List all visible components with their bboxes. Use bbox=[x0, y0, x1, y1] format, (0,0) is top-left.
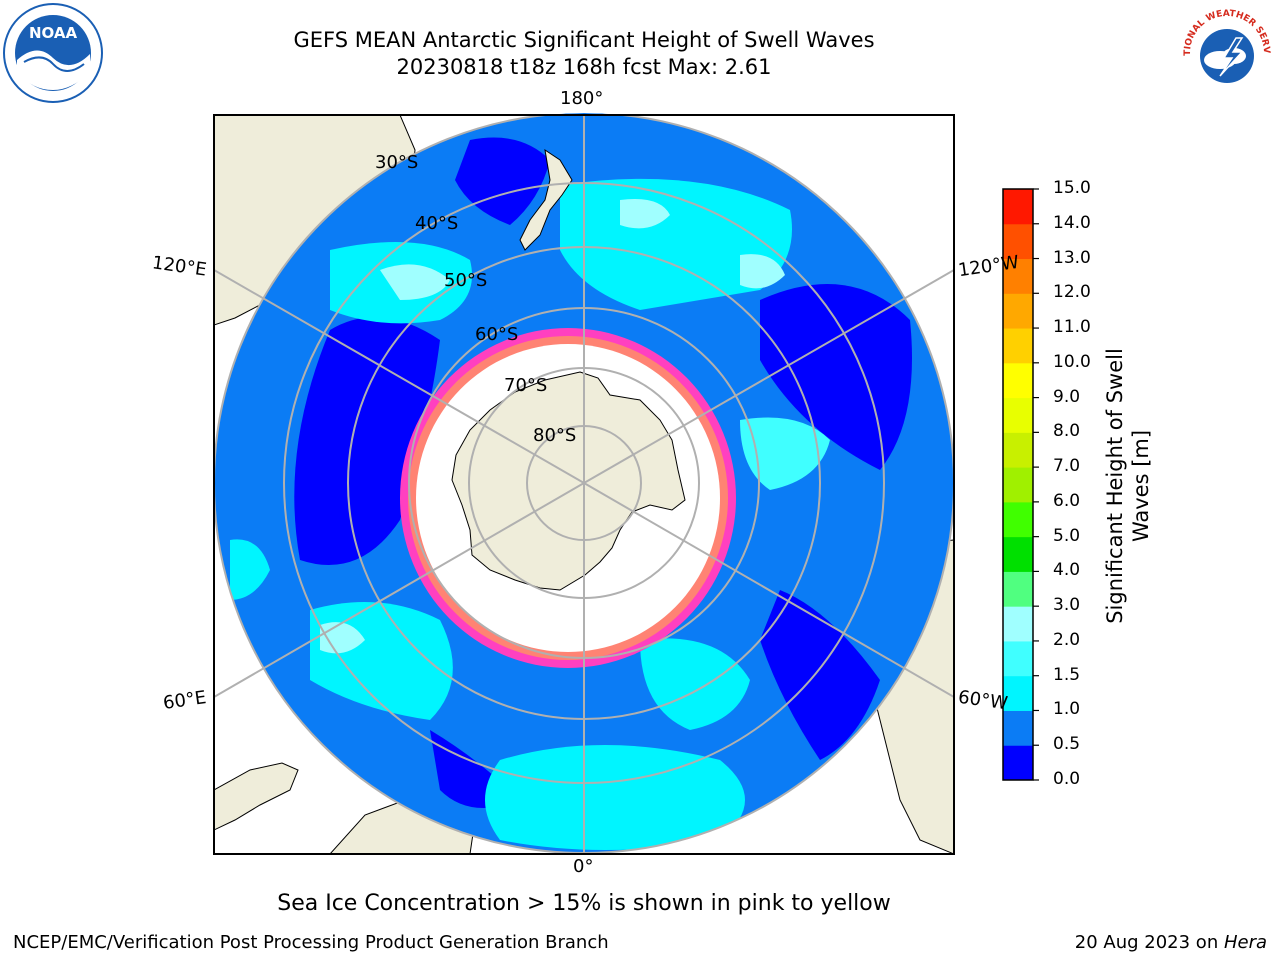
colorbar-swatches bbox=[1003, 189, 1033, 781]
colorbar-swatch bbox=[1003, 640, 1033, 677]
footer-date: 20 Aug 2023 on Hera bbox=[1075, 932, 1267, 953]
colorbar-swatch bbox=[1003, 258, 1033, 294]
colorbar-tick-label: 9.0 bbox=[1053, 386, 1081, 407]
colorbar-swatch bbox=[1003, 223, 1033, 260]
colorbar-label-line2: Waves [m] bbox=[1129, 429, 1153, 543]
colorbar-tick-label: 3.0 bbox=[1053, 595, 1081, 616]
colorbar-tick-label: 14.0 bbox=[1053, 212, 1091, 233]
lat-label-40s: 40°S bbox=[415, 213, 459, 234]
colorbar-label-line1: Significant Height of Swell bbox=[1103, 348, 1127, 624]
colorbar-swatch bbox=[1003, 675, 1033, 711]
lon-label-0: 0° bbox=[573, 856, 594, 877]
colorbar-swatch bbox=[1003, 745, 1033, 781]
lat-label-30s: 30°S bbox=[375, 152, 419, 173]
colorbar-tick-label: 4.0 bbox=[1053, 560, 1081, 581]
colorbar-swatch bbox=[1003, 189, 1033, 225]
colorbar-swatch bbox=[1003, 328, 1033, 364]
colorbar-swatch bbox=[1003, 432, 1033, 468]
colorbar-tick-label: 1.5 bbox=[1053, 664, 1081, 685]
noaa-logo-text: NOAA bbox=[29, 24, 78, 42]
colorbar-swatch bbox=[1003, 571, 1033, 607]
colorbar-label: Significant Height of Swell Waves [m] bbox=[1102, 348, 1154, 624]
chart-subtitle: 20230818 t18z 168h fcst Max: 2.61 bbox=[396, 55, 772, 79]
colorbar-tick-label: 1.0 bbox=[1053, 699, 1081, 720]
lat-label-80s: 80°S bbox=[533, 425, 577, 446]
lat-label-70s: 70°S bbox=[504, 375, 548, 396]
noaa-logo-icon: NOAA bbox=[3, 3, 103, 103]
colorbar-tick-label: 5.0 bbox=[1053, 525, 1081, 546]
colorbar-tick-label: 0.5 bbox=[1053, 734, 1081, 755]
nws-logo-icon: NATIONAL WEATHER SERVICE bbox=[1176, 2, 1276, 102]
land-new-zealand bbox=[519, 148, 573, 251]
colorbar-tick-label: 6.0 bbox=[1053, 490, 1081, 511]
colorbar-tick-label: 0.0 bbox=[1053, 769, 1081, 789]
colorbar-swatch bbox=[1003, 606, 1033, 642]
lat-label-50s: 50°S bbox=[444, 270, 488, 291]
sea-ice-caption: Sea Ice Concentration > 15% is shown in … bbox=[277, 891, 891, 916]
footer-date-text: 20 Aug 2023 on bbox=[1074, 932, 1224, 953]
lat-label-60s: 60°S bbox=[475, 324, 519, 345]
colorbar-swatch bbox=[1003, 467, 1033, 503]
colorbar-tick-label: 8.0 bbox=[1053, 421, 1081, 442]
colorbar-swatch bbox=[1003, 501, 1033, 538]
colorbar-tick-label: 7.0 bbox=[1053, 456, 1081, 477]
colorbar-tick-label: 2.0 bbox=[1053, 629, 1081, 650]
colorbar-swatch bbox=[1003, 362, 1033, 399]
colorbar-tick-label: 15.0 bbox=[1053, 178, 1091, 198]
colorbar-tick-label: 13.0 bbox=[1053, 247, 1091, 268]
colorbar-tick-label: 12.0 bbox=[1053, 282, 1091, 303]
colorbar-swatch bbox=[1003, 397, 1033, 433]
lon-label-180: 180° bbox=[560, 88, 604, 109]
colorbar-tick-label: 11.0 bbox=[1053, 317, 1091, 338]
footer-organization: NCEP/EMC/Verification Post Processing Pr… bbox=[13, 932, 609, 953]
colorbar-swatch bbox=[1003, 293, 1033, 329]
colorbar-swatch bbox=[1003, 536, 1033, 572]
chart-title: GEFS MEAN Antarctic Significant Height o… bbox=[293, 28, 875, 52]
colorbar-tick-label: 10.0 bbox=[1053, 351, 1091, 372]
footer-host: Hera bbox=[1223, 932, 1267, 953]
land-africa bbox=[214, 762, 299, 831]
colorbar-swatch bbox=[1003, 710, 1033, 746]
